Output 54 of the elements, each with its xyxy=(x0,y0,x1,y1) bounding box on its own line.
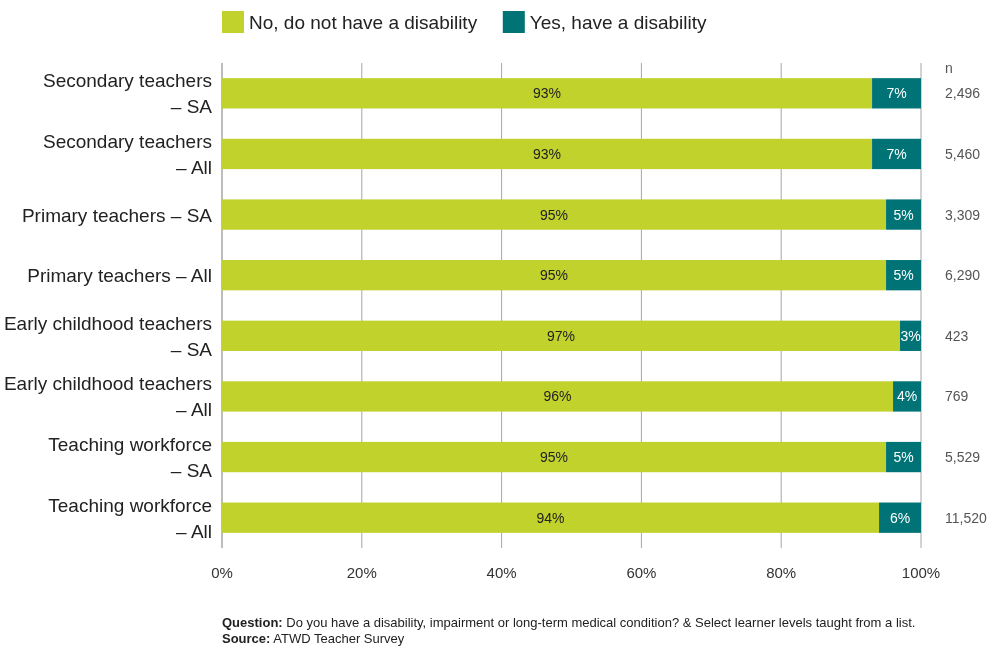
bar xyxy=(222,381,894,412)
x-tick-label: 100% xyxy=(901,564,941,581)
y-tick-label: Secondary teachers – All xyxy=(43,130,212,178)
text: 6,290 xyxy=(945,267,981,284)
data-label: 97% xyxy=(547,327,576,344)
y-tick-label: Primary teachers – SA xyxy=(21,204,213,226)
text: 11,520 xyxy=(945,509,987,526)
x-tick-label: 60% xyxy=(626,564,657,581)
text: 5,529 xyxy=(945,449,981,466)
text: 769 xyxy=(945,388,969,405)
data-label: 5% xyxy=(893,449,914,466)
text: 2,496 xyxy=(945,85,981,102)
bar xyxy=(222,502,880,533)
data-label: 96% xyxy=(543,388,572,405)
bar xyxy=(222,138,873,170)
y-tick-label: Teaching workforce – SA xyxy=(48,434,213,482)
legend-label: Yes, have a disability xyxy=(529,12,708,33)
text: n xyxy=(945,60,953,76)
data-label: 93% xyxy=(533,145,562,162)
x-tick-label: 20% xyxy=(346,564,377,581)
text: 423 xyxy=(945,327,969,344)
y-tick-label: Primary teachers – All xyxy=(27,265,212,287)
bar xyxy=(222,320,901,351)
bar xyxy=(872,138,921,170)
data-label: 3% xyxy=(900,327,921,344)
text: 5,460 xyxy=(945,145,981,162)
bar xyxy=(886,199,921,230)
y-tick-label: Teaching workforce – All xyxy=(48,494,212,542)
y-tick-label: Early childhood teachers – All xyxy=(3,373,212,421)
data-label: 5% xyxy=(893,206,914,223)
bar xyxy=(222,78,873,109)
legend-label: No, do not have a disability xyxy=(249,12,478,33)
y-tick-label: Early childhood teachers – SA xyxy=(3,312,213,360)
data-label: 6% xyxy=(889,509,911,526)
data-label: 5% xyxy=(893,267,914,284)
x-tick-label: 80% xyxy=(766,564,797,581)
bar xyxy=(222,260,887,291)
data-label: 95% xyxy=(540,449,569,466)
data-label: 95% xyxy=(540,267,569,284)
bar xyxy=(222,441,887,473)
data-label: 95% xyxy=(540,206,569,223)
y-tick-label: Secondary teachers – SA xyxy=(43,70,213,118)
x-tick-label: 40% xyxy=(486,564,517,581)
source-note: Source: ATWD Teacher Survey xyxy=(222,631,405,646)
data-label: 7% xyxy=(886,145,907,162)
data-label: 4% xyxy=(896,388,918,405)
text: Question: Do you have a disability, impairment or long-term medical condition? & Select learner levels taught from a list. xyxy=(222,615,916,630)
x-tick-label: 0% xyxy=(211,564,233,581)
data-label: 7% xyxy=(886,85,907,102)
bar xyxy=(872,78,921,109)
bar xyxy=(222,199,887,230)
text: 3,309 xyxy=(945,206,981,223)
data-label: 93% xyxy=(533,85,562,102)
data-label: 94% xyxy=(536,509,565,526)
